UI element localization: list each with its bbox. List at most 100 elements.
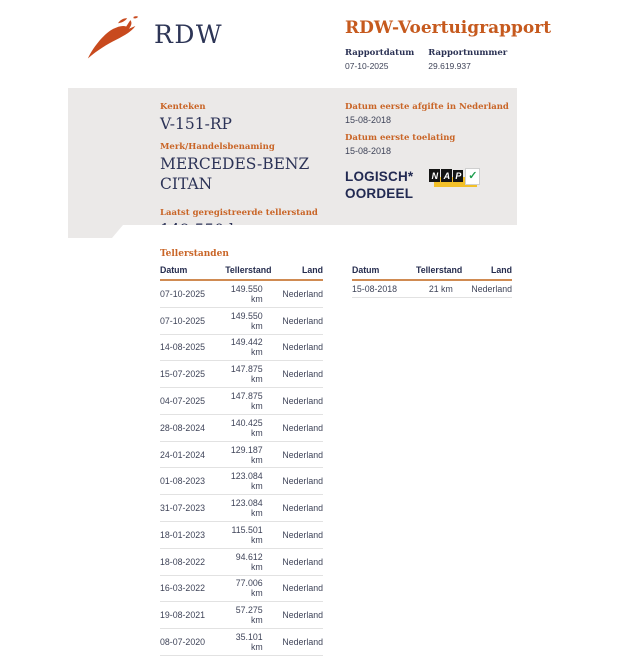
cell-datum: 15-07-2025 xyxy=(160,360,226,389)
cell-tellerstand: 129.187 km xyxy=(225,441,263,469)
report-date-field: Rapportdatum 07-10-2025 xyxy=(345,48,414,71)
cell-datum: 24-01-2024 xyxy=(160,441,226,469)
cell-datum: 04-07-2025 xyxy=(160,387,226,415)
table-row: 31-07-2023 123.084 km Nederland xyxy=(160,494,323,523)
tellerstand-value: 149.550 km xyxy=(160,221,254,240)
cell-datum: 18-01-2023 xyxy=(160,521,226,549)
eerste-afgifte-value: 15-08-2018 xyxy=(345,115,392,125)
cell-tellerstand: 149.550 km xyxy=(225,307,263,335)
vehicle-summary-panel: Kenteken V-151-RP Merk/Handelsbenaming M… xyxy=(68,88,517,238)
cell-land: Nederland xyxy=(262,280,323,308)
table-row: 08-07-2020 35.101 km Nederland xyxy=(160,628,323,656)
cell-land: Nederland xyxy=(262,334,323,362)
table-row: 24-01-2024 129.187 km Nederland xyxy=(160,441,323,469)
nap-letter-n: N xyxy=(429,169,441,182)
table-row: 01-08-2023 123.084 km Nederland xyxy=(160,467,323,496)
tellerstanden-table-left: Datum Tellerstand Land 07-10-2025 149.55… xyxy=(160,262,323,656)
cell-land: Nederland xyxy=(262,307,323,335)
cell-datum: 07-10-2025 xyxy=(160,307,226,335)
cell-datum: 15-08-2018 xyxy=(352,280,416,298)
cell-land: Nederland xyxy=(452,280,512,298)
table-body-right: 15-08-2018 21 km Nederland xyxy=(352,280,512,298)
eerste-toelating-value: 15-08-2018 xyxy=(345,146,392,156)
cell-datum: 14-08-2025 xyxy=(160,334,226,362)
cell-tellerstand: 57.275 km xyxy=(225,601,263,630)
kenteken-label: Kenteken xyxy=(160,102,206,112)
cell-datum: 07-10-2025 xyxy=(160,280,226,308)
cell-tellerstand: 123.084 km xyxy=(225,467,263,496)
cell-tellerstand: 35.101 km xyxy=(225,628,263,656)
cell-land: Nederland xyxy=(262,575,323,603)
cell-tellerstand: 147.875 km xyxy=(225,387,263,415)
column-header-tellerstand: Tellerstand xyxy=(225,262,271,281)
table-row: 16-03-2022 77.006 km Nederland xyxy=(160,575,323,603)
cell-land: Nederland xyxy=(262,628,323,656)
nap-letter-a: A xyxy=(441,169,453,182)
column-header-tellerstand: Tellerstand xyxy=(416,262,462,281)
cell-tellerstand: 21 km xyxy=(416,280,453,298)
table-body-left: 07-10-2025 149.550 km Nederland 07-10-20… xyxy=(160,280,323,656)
merk-value: MERCEDES-BENZ CITAN xyxy=(160,155,310,193)
cell-land: Nederland xyxy=(262,387,323,415)
rdw-logo-wordmark: RDW xyxy=(154,20,224,49)
cell-tellerstand: 147.875 km xyxy=(225,360,263,389)
report-number-value: 29.619.937 xyxy=(428,61,471,71)
cell-land: Nederland xyxy=(262,441,323,469)
cell-land: Nederland xyxy=(262,467,323,496)
table-row: 04-07-2025 147.875 km Nederland xyxy=(160,387,323,415)
column-header-land: Land xyxy=(452,262,512,281)
cell-datum: 31-07-2023 xyxy=(160,494,226,523)
table-row: 18-08-2022 94.612 km Nederland xyxy=(160,548,323,576)
verdict-line2: OORDEEL xyxy=(345,186,414,201)
tellerstanden-table-right: Datum Tellerstand Land 15-08-2018 21 km … xyxy=(352,262,512,298)
cell-datum: 19-08-2021 xyxy=(160,601,226,630)
cell-tellerstand: 77.006 km xyxy=(225,575,263,603)
report-number-label: Rapportnummer xyxy=(428,48,508,58)
cell-datum: 28-08-2024 xyxy=(160,414,226,442)
report-meta: Rapportdatum 07-10-2025 Rapportnummer 29… xyxy=(345,48,507,71)
rdw-vehicle-report-page: RDW RDW-Voertuigrapport Rapportdatum 07-… xyxy=(68,16,552,656)
table-row: 18-01-2023 115.501 km Nederland xyxy=(160,521,323,549)
rdw-wing-logo-icon xyxy=(87,16,139,59)
report-title: RDW-Voertuigrapport xyxy=(345,18,552,38)
nap-check-icon: ✓ xyxy=(465,168,481,185)
table-row: 07-10-2025 149.550 km Nederland xyxy=(160,307,323,335)
verdict-line1: LOGISCH* xyxy=(345,169,414,184)
cell-datum: 16-03-2022 xyxy=(160,575,226,603)
report-date-label: Rapportdatum xyxy=(345,48,415,58)
cell-tellerstand: 149.550 km xyxy=(225,280,263,308)
cell-land: Nederland xyxy=(262,360,323,389)
cell-datum: 01-08-2023 xyxy=(160,467,226,496)
table-header-row: Datum Tellerstand Land xyxy=(160,262,323,281)
vehicle-summary-left: Kenteken V-151-RP Merk/Handelsbenaming M… xyxy=(160,102,320,240)
cell-tellerstand: 140.425 km xyxy=(225,414,263,442)
report-number-field: Rapportnummer 29.619.937 xyxy=(428,48,507,71)
table-row: 15-07-2025 147.875 km Nederland xyxy=(160,360,323,389)
cell-land: Nederland xyxy=(262,601,323,630)
cell-tellerstand: 94.612 km xyxy=(225,548,263,576)
cell-tellerstand: 123.084 km xyxy=(225,494,263,523)
tellerstand-label: Laatst geregistreerde tellerstand xyxy=(160,208,318,219)
table-row: 14-08-2025 149.442 km Nederland xyxy=(160,334,323,362)
table-row: 15-08-2018 21 km Nederland xyxy=(352,280,512,298)
cell-datum: 08-07-2020 xyxy=(160,628,226,656)
vehicle-summary-right: Datum eerste afgifte in Nederland 15-08-… xyxy=(345,102,517,202)
verdict-text: LOGISCH* OORDEEL xyxy=(345,168,413,202)
merk-label: Merk/Handelsbenaming xyxy=(160,142,275,153)
report-date-value: 07-10-2025 xyxy=(345,61,389,71)
tellerstanden-section-label: Tellerstanden xyxy=(160,249,229,259)
cell-land: Nederland xyxy=(262,548,323,576)
kenteken-value: V-151-RP xyxy=(160,115,232,133)
nap-yellow-bar xyxy=(434,177,478,187)
cell-tellerstand: 115.501 km xyxy=(225,521,263,549)
cell-land: Nederland xyxy=(262,521,323,549)
eerste-toelating-label: Datum eerste toelating xyxy=(345,133,456,143)
nap-verdict-row: LOGISCH* OORDEEL N A P ✓ xyxy=(345,168,517,202)
column-header-land: Land xyxy=(262,262,323,281)
nap-logo-icon: N A P ✓ xyxy=(429,168,481,190)
column-header-datum: Datum xyxy=(352,262,416,281)
cell-tellerstand: 149.442 km xyxy=(225,334,263,362)
table-header-row: Datum Tellerstand Land xyxy=(352,262,512,281)
table-row: 19-08-2021 57.275 km Nederland xyxy=(160,601,323,630)
cell-land: Nederland xyxy=(262,414,323,442)
